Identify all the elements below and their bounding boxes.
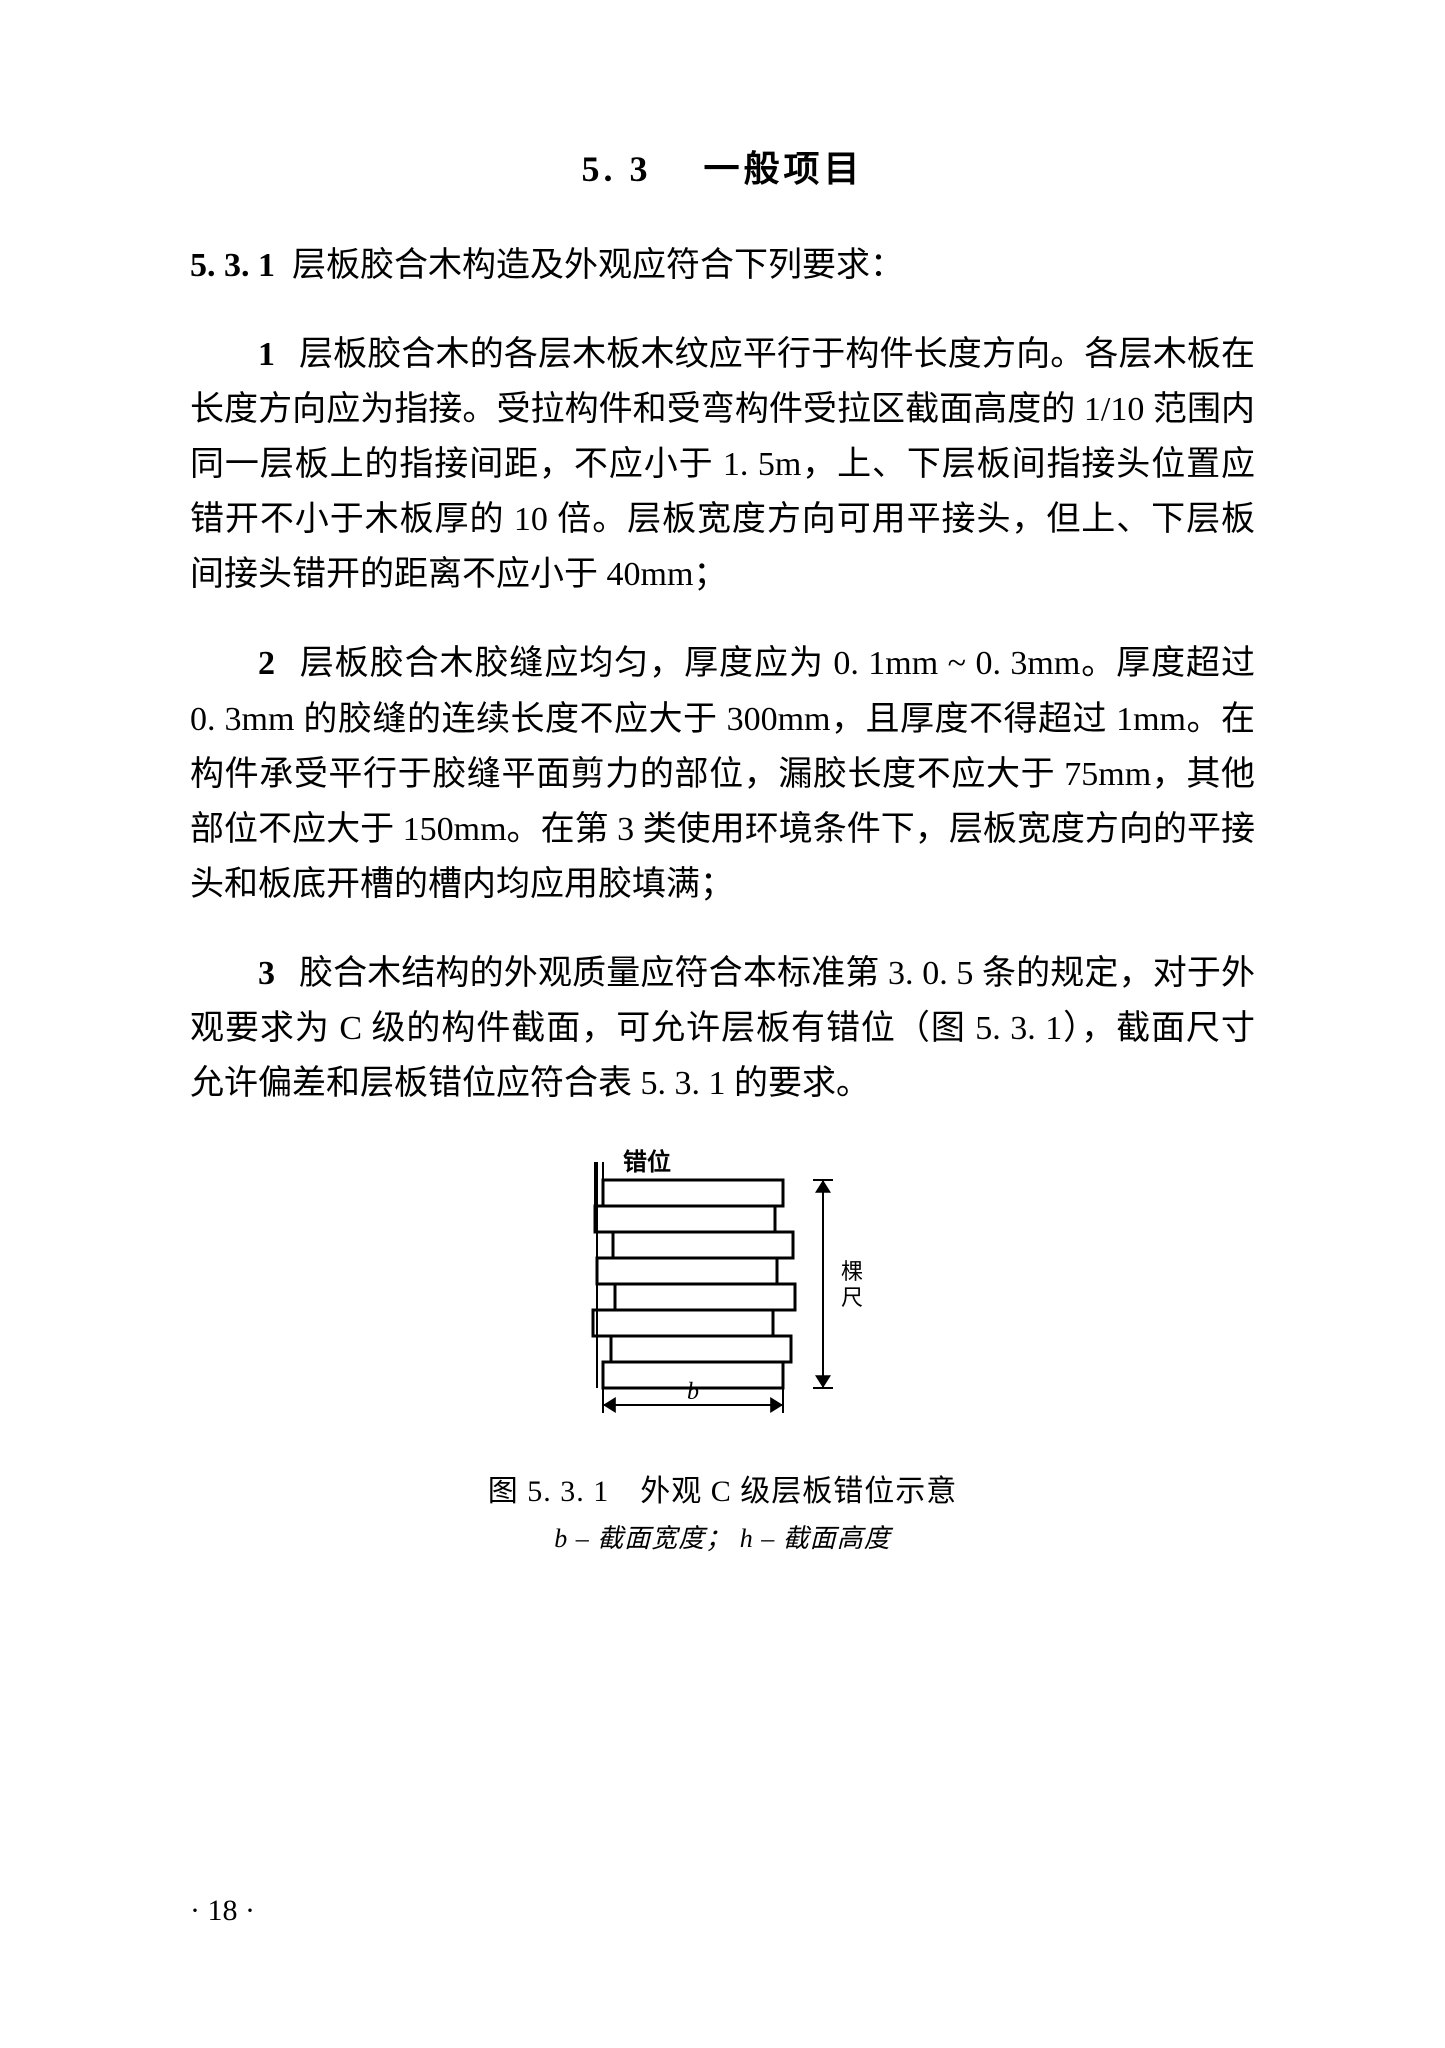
clause-item-1-text: 层板胶合木的各层木板木纹应平行于构件长度方向。各层木板在长度方向应为指接。受拉构… bbox=[190, 336, 1255, 593]
clause-item-2-num: 2 bbox=[258, 645, 275, 682]
section-title-text: 一般项目 bbox=[703, 149, 863, 189]
figure-caption: 图 5. 3. 1 外观 C 级层板错位示意 bbox=[190, 1466, 1255, 1510]
clause-item-1-num: 1 bbox=[258, 336, 275, 373]
clause-heading: 5. 3. 1 层板胶合木构造及外观应符合下列要求： bbox=[190, 238, 1255, 293]
svg-text:棵: 棵 bbox=[841, 1259, 863, 1284]
figure-subcaption: b – 截面宽度； h – 截面高度 bbox=[190, 1518, 1255, 1555]
clause-heading-text: 层板胶合木构造及外观应符合下列要求： bbox=[292, 247, 904, 284]
section-number: 5. 3 bbox=[581, 149, 651, 189]
svg-text:尺: 尺 bbox=[841, 1285, 863, 1310]
document-page: 5. 3 一般项目 5. 3. 1层板胶合木构造及外观应符合下列要求： 1层板胶… bbox=[0, 0, 1445, 2048]
figure-diagram: 错位棵尺 b bbox=[543, 1145, 903, 1445]
clause-item-3: 3胶合木结构的外观质量应符合本标准第 3. 0. 5 条的规定，对于外观要求为 … bbox=[190, 946, 1255, 1111]
section-title: 5. 3 一般项目 bbox=[190, 140, 1255, 192]
clause-item-2: 2层板胶合木胶缝应均匀，厚度应为 0. 1mm ~ 0. 3mm。厚度超过 0.… bbox=[190, 636, 1255, 911]
clause-item-3-text: 胶合木结构的外观质量应符合本标准第 3. 0. 5 条的规定，对于外观要求为 C… bbox=[190, 955, 1255, 1102]
clause-item-2-text: 层板胶合木胶缝应均匀，厚度应为 0. 1mm ~ 0. 3mm。厚度超过 0. … bbox=[190, 645, 1255, 902]
page-number: · 18 · bbox=[190, 1894, 255, 1928]
clause-number: 5. 3. 1 bbox=[190, 247, 275, 284]
figure-subcaption-b: b – 截面宽度； bbox=[554, 1524, 732, 1553]
svg-text:b: b bbox=[687, 1379, 699, 1405]
svg-text:错位: 错位 bbox=[623, 1148, 671, 1176]
clause-item-1: 1层板胶合木的各层木板木纹应平行于构件长度方向。各层木板在长度方向应为指接。受拉… bbox=[190, 327, 1255, 602]
figure-subcaption-h: h – 截面高度 bbox=[740, 1524, 891, 1553]
figure-5-3-1: 错位棵尺 b 图 5. 3. 1 外观 C 级层板错位示意 b – 截面宽度； h… bbox=[190, 1145, 1255, 1555]
clause-item-3-num: 3 bbox=[258, 955, 275, 992]
